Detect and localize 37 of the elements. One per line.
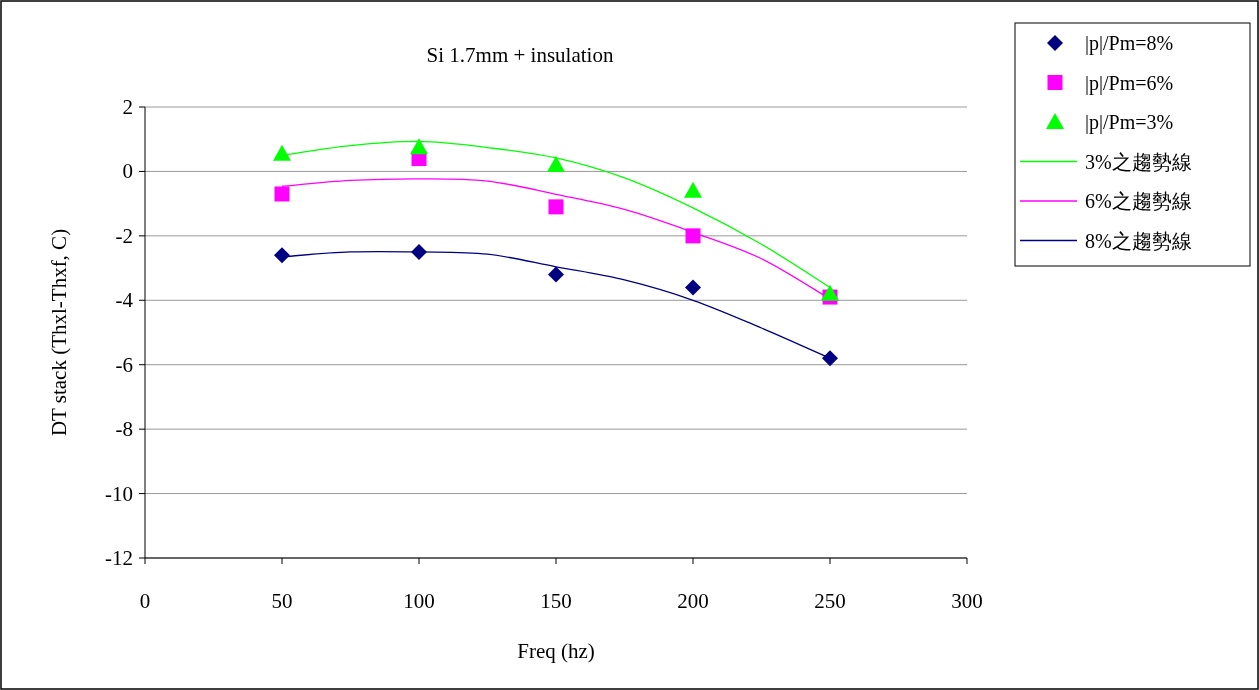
x-tick-label: 200 [677, 589, 709, 613]
point [548, 266, 564, 283]
point [685, 228, 701, 244]
legend-label: |p|/Pm=8% [1085, 32, 1174, 55]
legend-label: 3%之趨勢線 [1085, 150, 1192, 173]
y-tick-label: 0 [122, 159, 133, 184]
x-tick-label: 300 [951, 589, 983, 613]
x-tick-label: 50 [271, 589, 293, 613]
x-tick-label: 100 [403, 589, 435, 613]
point [411, 243, 427, 260]
x-tick-label: 0 [139, 589, 151, 613]
y-tick-label: 2 [122, 95, 133, 119]
point [822, 350, 838, 367]
y-tick-label: -2 [115, 223, 133, 248]
chart-title: Si 1.7mm + insulation [426, 43, 614, 67]
y-tick-label: -8 [115, 417, 133, 442]
point [684, 181, 702, 198]
legend-label: |p|/Pm=3% [1085, 111, 1174, 134]
y-tick-label: -12 [105, 546, 133, 570]
legend-label: 8%之趨勢線 [1085, 229, 1192, 252]
point [274, 247, 290, 264]
y-tick-label: -6 [115, 352, 133, 377]
x-tick-label: 250 [814, 589, 846, 613]
y-tick-label: -4 [115, 288, 134, 313]
y-axis-title: DT stack (Thxl-Thxf, C) [47, 228, 71, 437]
x-axis-title: Freq (hz) [517, 639, 595, 663]
point [685, 279, 701, 296]
point [274, 186, 290, 202]
legend-label: 6%之趨勢線 [1085, 190, 1192, 212]
x-tick-label: 150 [540, 589, 572, 613]
legend-label: |p|/Pm=6% [1085, 71, 1174, 95]
point [273, 144, 291, 161]
point [548, 199, 564, 215]
point [547, 155, 565, 172]
point [410, 138, 428, 155]
y-tick-label: -10 [105, 481, 133, 506]
point [821, 284, 839, 301]
